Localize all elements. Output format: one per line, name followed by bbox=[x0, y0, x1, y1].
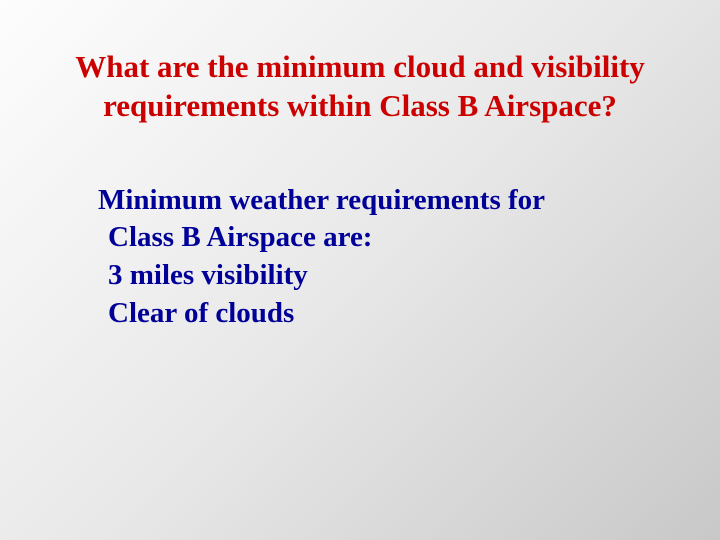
slide: What are the minimum cloud and visibilit… bbox=[0, 0, 720, 540]
slide-title: What are the minimum cloud and visibilit… bbox=[70, 48, 650, 126]
slide-body: Minimum weather requirements for Class B… bbox=[70, 182, 650, 333]
body-line-4: Clear of clouds bbox=[98, 295, 650, 333]
body-line-2: Class B Airspace are: bbox=[98, 219, 650, 257]
body-line-3: 3 miles visibility bbox=[98, 257, 650, 295]
body-line-1: Minimum weather requirements for bbox=[98, 182, 650, 220]
